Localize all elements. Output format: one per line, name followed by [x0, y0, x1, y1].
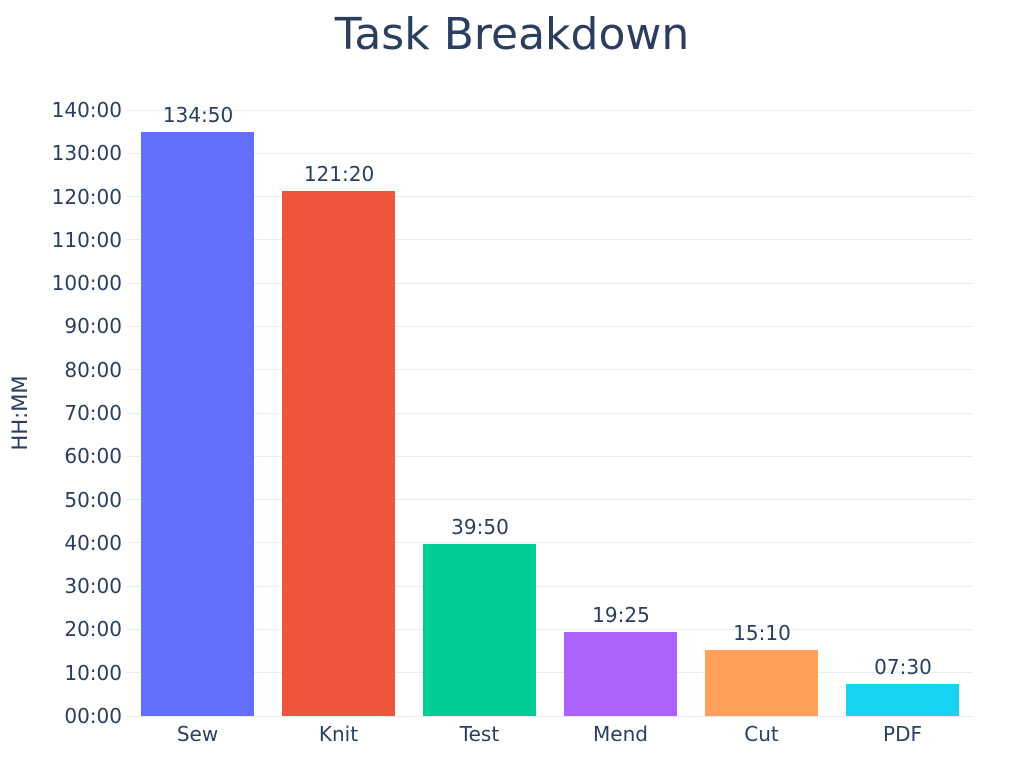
gridline — [127, 412, 973, 414]
bar-value-label: 19:25 — [592, 603, 650, 627]
gridline — [127, 369, 973, 371]
bar-sew — [141, 132, 254, 716]
y-tick-label: 10:00 — [64, 660, 122, 685]
gridline — [127, 239, 973, 241]
bar-mend — [564, 631, 677, 716]
x-tick-label: Cut — [744, 722, 779, 746]
gridline — [127, 109, 973, 111]
gridline — [127, 455, 973, 457]
y-tick-label: 100:00 — [51, 271, 122, 296]
y-tick-label: 90:00 — [64, 314, 122, 339]
x-tick-label: Mend — [593, 722, 648, 746]
y-tick-label: 80:00 — [64, 357, 122, 382]
gridline — [127, 196, 973, 198]
y-tick-label: 60:00 — [64, 444, 122, 469]
y-tick-label: 120:00 — [51, 184, 122, 209]
bar-cut — [705, 650, 818, 716]
y-tick-label: 130:00 — [51, 141, 122, 166]
x-tick-label: Knit — [318, 722, 359, 746]
gridline — [127, 672, 973, 674]
gridline — [127, 542, 973, 544]
chart-title: Task Breakdown — [334, 9, 690, 60]
gridline — [127, 152, 973, 154]
y-tick-label: 70:00 — [64, 401, 122, 425]
bar-knit — [282, 190, 395, 716]
y-tick-label: 50:00 — [64, 487, 122, 512]
bar-value-label: 15:10 — [733, 621, 791, 645]
gridline — [127, 715, 973, 717]
y-tick-label: 140:00 — [51, 98, 122, 122]
gridline — [127, 628, 973, 630]
y-tick-label: 30:00 — [64, 574, 122, 599]
bar-value-label: 134:50 — [162, 103, 234, 127]
bar-value-label: 121:20 — [303, 162, 375, 186]
y-tick-label: 00:00 — [64, 704, 122, 728]
x-tick-label: Test — [459, 722, 500, 746]
gridline — [127, 325, 973, 327]
bar-pdf — [846, 683, 959, 716]
bar-test — [423, 543, 536, 716]
y-tick-label: 110:00 — [51, 227, 122, 252]
x-tick-label: Sew — [176, 722, 219, 746]
y-tick-label: 20:00 — [64, 617, 122, 642]
x-tick-label: PDF — [883, 722, 922, 746]
gridline — [127, 282, 973, 284]
y-tick-label: 40:00 — [64, 530, 122, 555]
gridline — [127, 585, 973, 587]
gridline — [127, 499, 973, 501]
bar-value-label: 07:30 — [874, 655, 932, 679]
bar-value-label: 39:50 — [451, 515, 509, 539]
